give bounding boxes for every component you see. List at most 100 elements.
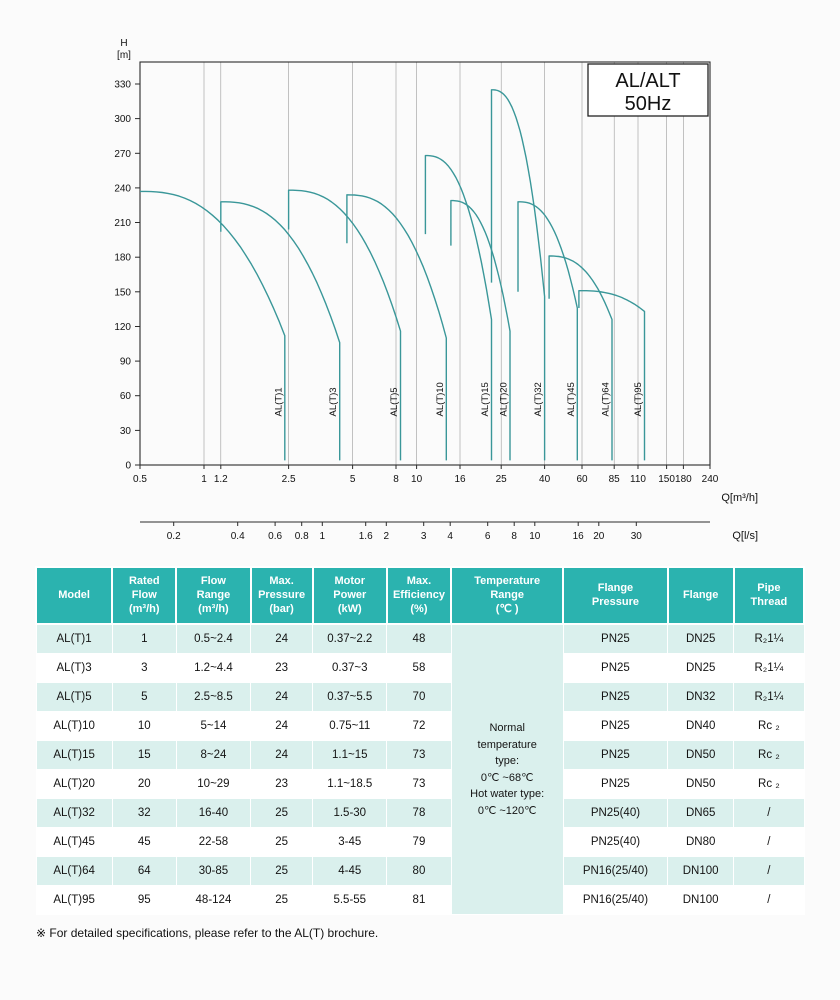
column-header-5: Max. Efficiency (%)	[385, 565, 453, 626]
cell-flange: DN50	[667, 769, 735, 800]
cell-max_pressure: 24	[250, 711, 314, 742]
cell-flange_pressure: PN25	[562, 682, 669, 713]
x-tick-label: 25	[496, 474, 508, 485]
cell-max_efficiency: 80	[386, 856, 452, 887]
pump-curve	[287, 189, 402, 461]
pump-curve	[140, 190, 286, 461]
column-header-1: Rated Flow (m³/h)	[111, 565, 178, 626]
cell-rated_flow: 15	[111, 740, 177, 771]
y-tick-label: 90	[120, 357, 132, 368]
ls-tick-label: 20	[593, 531, 605, 542]
cell-flow_range: 8~24	[175, 740, 252, 771]
cell-motor_power: 5.5-55	[312, 885, 388, 916]
cell-rated_flow: 32	[111, 798, 177, 829]
y-tick-label: 330	[114, 80, 131, 91]
pump-curve	[450, 199, 511, 461]
cell-pipe_thread: Rc ₂	[733, 711, 805, 742]
cell-max_efficiency: 70	[386, 682, 452, 713]
cell-flange: DN100	[667, 856, 735, 887]
cell-max_pressure: 25	[250, 827, 314, 858]
cell-temperature-range: Normal temperature type: 0℃ ~68℃ Hot wat…	[450, 623, 564, 916]
ls-tick-label: 0.6	[268, 531, 282, 542]
curve-label: AL(T)1	[273, 387, 284, 416]
cell-flange_pressure: PN25	[562, 769, 669, 800]
table-row: AL(T)15 15 8~24 24 1.1~15 73 PN25 DN50 Rc ₂	[35, 740, 805, 771]
x-tick-label: 150	[658, 474, 675, 485]
cell-max_efficiency: 73	[386, 740, 452, 771]
y-tick-label: 180	[114, 253, 131, 264]
cell-rated_flow: 64	[111, 856, 177, 887]
ls-tick-label: 4	[447, 531, 453, 542]
cell-flange: DN25	[667, 623, 735, 655]
cell-rated_flow: 10	[111, 711, 177, 742]
curve-label: AL(T)15	[480, 382, 491, 416]
pump-curve	[220, 201, 341, 461]
x-tick-label: 85	[609, 474, 621, 485]
cell-max_efficiency: 81	[386, 885, 452, 916]
x-tick-label: 180	[675, 474, 692, 485]
ls-tick-label: 3	[421, 531, 427, 542]
cell-motor_power: 1.5-30	[312, 798, 388, 829]
column-header-3: Max. Pressure (bar)	[249, 565, 314, 626]
cell-model: AL(T)45	[35, 827, 113, 858]
x-axis-title-m3h: Q[m³/h]	[721, 492, 758, 504]
cell-flange_pressure: PN25	[562, 653, 669, 684]
cell-max_pressure: 25	[250, 885, 314, 916]
cell-max_pressure: 23	[250, 769, 314, 800]
table-row: AL(T)95 95 48-124 25 5.5-55 81 PN16(25/40) DN10…	[35, 885, 805, 916]
cell-rated_flow: 5	[111, 682, 177, 713]
cell-flange: DN80	[667, 827, 735, 858]
x-tick-label: 16	[454, 474, 466, 485]
cell-flange: DN65	[667, 798, 735, 829]
cell-max_pressure: 24	[250, 682, 314, 713]
cell-flow_range: 2.5~8.5	[175, 682, 252, 713]
cell-rated_flow: 20	[111, 769, 177, 800]
cell-model: AL(T)95	[35, 885, 113, 916]
cell-pipe_thread: R₂1¼	[733, 623, 805, 655]
x-axis-title-ls: Q[l/s]	[732, 530, 758, 542]
ls-tick-label: 30	[631, 531, 643, 542]
cell-pipe_thread: /	[733, 856, 805, 887]
x-tick-label: 0.5	[133, 474, 147, 485]
y-tick-label: 60	[120, 391, 132, 402]
cell-flange_pressure: PN16(25/40)	[562, 885, 669, 916]
cell-max_pressure: 25	[250, 798, 314, 829]
pump-curve	[578, 290, 646, 461]
curve-label: AL(T)20	[499, 382, 510, 416]
curve-label: AL(T)3	[328, 387, 339, 416]
cell-max_efficiency: 79	[386, 827, 452, 858]
cell-model: AL(T)20	[35, 769, 113, 800]
ls-tick-label: 0.4	[231, 531, 245, 542]
cell-flange: DN50	[667, 740, 735, 771]
pump-curve	[490, 89, 546, 461]
cell-flow_range: 1.2~4.4	[175, 653, 252, 684]
cell-model: AL(T)64	[35, 856, 113, 887]
cell-rated_flow: 1	[111, 623, 177, 655]
cell-flow_range: 16-40	[175, 798, 252, 829]
cell-flow_range: 30-85	[175, 856, 252, 887]
column-header-9: Pipe Thread	[732, 565, 806, 626]
cell-motor_power: 0.37~3	[312, 653, 388, 684]
cell-motor_power: 1.1~18.5	[312, 769, 388, 800]
cell-model: AL(T)5	[35, 682, 113, 713]
ls-tick-label: 0.8	[295, 531, 309, 542]
table-row: AL(T)45 45 22-58 25 3-45 79 PN25(40) DN80/	[35, 827, 805, 858]
cell-flange_pressure: PN25(40)	[562, 827, 669, 858]
plot-border	[139, 61, 711, 466]
ls-tick-label: 1.6	[359, 531, 373, 542]
curve-label: AL(T)64	[601, 382, 612, 416]
table-row: AL(T)64 64 30-85 25 4-45 80 PN16(25/40) DN100/	[35, 856, 805, 887]
x-tick-label: 8	[393, 474, 399, 485]
x-tick-label: 1	[201, 474, 207, 485]
cell-max_efficiency: 73	[386, 769, 452, 800]
pump-curve	[346, 194, 447, 461]
cell-motor_power: 0.75~11	[312, 711, 388, 742]
y-tick-label: 300	[114, 114, 131, 125]
chart-title-line2: 50Hz	[625, 93, 672, 115]
table-row: AL(T)1 1 0.5~2.4 24 0.37~2.2 48 Normal tempera…	[35, 623, 805, 916]
cell-flange: DN32	[667, 682, 735, 713]
cell-flow_range: 5~14	[175, 711, 252, 742]
cell-max_efficiency: 48	[386, 623, 452, 655]
cell-max_pressure: 24	[250, 623, 314, 655]
